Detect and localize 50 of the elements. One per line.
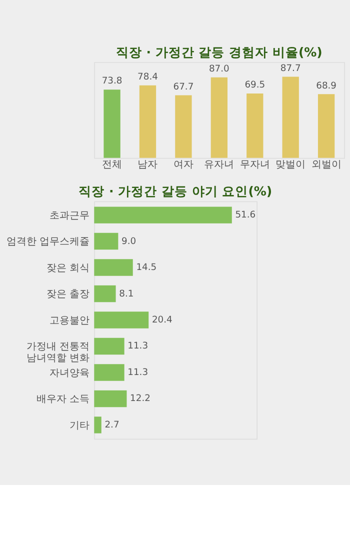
data-label: 12.2 xyxy=(130,393,150,404)
data-label: 67.7 xyxy=(173,81,194,92)
data-label: 14.5 xyxy=(136,262,157,274)
bar xyxy=(94,206,232,224)
y-tick-label: 가정내 전통적 남녀역할 변화 xyxy=(26,342,90,364)
y-tick-label: 기타 xyxy=(70,420,90,432)
data-label: 2.7 xyxy=(104,419,120,430)
y-tick-label: 고용불안 xyxy=(50,315,90,326)
chart-title: 직장 · 가정간 갈등 야기 요인(%) xyxy=(78,183,272,198)
x-tick-label: 유자녀 xyxy=(204,160,234,170)
x-tick-label: 맞벌이 xyxy=(276,160,306,170)
bar xyxy=(94,285,116,302)
data-label: 8.1 xyxy=(119,288,134,300)
y-tick-label: 자녀양육 xyxy=(50,368,90,379)
y-tick-label: 초과근무 xyxy=(50,210,90,222)
bar xyxy=(246,94,264,158)
x-tick-label: 여자 xyxy=(173,160,194,170)
chart-title: 직장 · 가정간 갈등 경험자 비율(%) xyxy=(116,44,322,60)
data-label: 11.3 xyxy=(128,340,148,352)
bar xyxy=(104,90,120,158)
bar xyxy=(94,390,127,408)
bar xyxy=(94,416,102,434)
data-label: 20.4 xyxy=(152,314,173,326)
bar xyxy=(94,232,118,250)
x-tick-label: 무자녀 xyxy=(240,160,270,170)
y-tick-label: 엄격한 업무스케쥴 xyxy=(6,236,90,248)
data-label: 69.5 xyxy=(244,80,266,91)
data-label: 87.0 xyxy=(208,64,230,75)
data-label: 9.0 xyxy=(122,236,136,247)
y-tick-label: 잦은 출장 xyxy=(46,289,90,300)
x-tick-label: 외벌이 xyxy=(311,160,342,170)
bar xyxy=(210,77,228,158)
y-tick-label: 잦은 회식 xyxy=(46,262,90,274)
bar xyxy=(94,364,124,381)
y-tick-label: 배우자 소득 xyxy=(36,394,90,406)
data-label: 78.4 xyxy=(138,71,158,82)
bar xyxy=(94,338,124,355)
data-label: 68.9 xyxy=(316,80,337,92)
bar xyxy=(318,94,335,158)
bar xyxy=(94,259,133,276)
data-label: 51.6 xyxy=(235,210,256,221)
bar xyxy=(282,76,299,158)
data-label: 73.8 xyxy=(102,76,122,87)
bar xyxy=(175,95,192,158)
data-label: 11.3 xyxy=(128,366,148,378)
x-tick-label: 전체 xyxy=(102,160,122,170)
bar xyxy=(139,85,156,158)
data-label: 87.7 xyxy=(280,62,301,74)
x-tick-label: 남자 xyxy=(138,160,158,170)
bar xyxy=(94,312,149,328)
